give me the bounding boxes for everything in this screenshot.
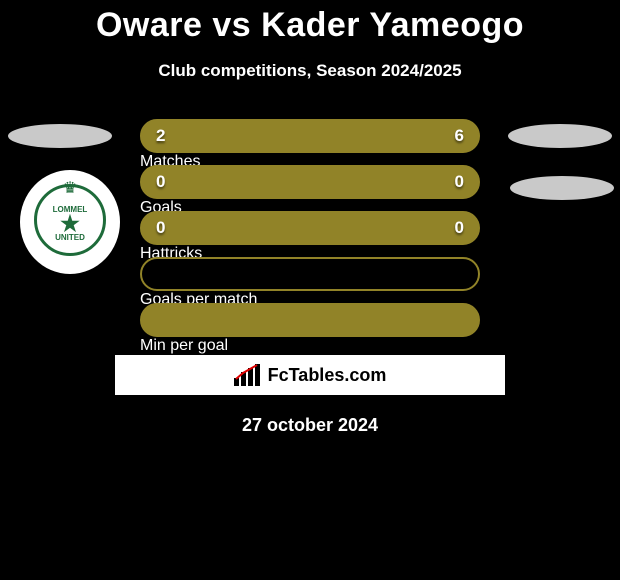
stat-pill: 00: [140, 211, 480, 245]
club-text-bottom: UNITED: [20, 234, 120, 242]
fctables-banner[interactable]: FcTables.com: [115, 355, 505, 395]
decor-ellipse-right-2: [510, 176, 614, 200]
stat-pill: 26: [140, 119, 480, 153]
bars-icon: [234, 364, 262, 386]
club-badge-text: LOMMEL ★ UNITED: [20, 206, 120, 242]
stat-pill: [140, 257, 480, 291]
stat-left-value: 0: [156, 218, 165, 238]
stat-left-value: 2: [156, 126, 165, 146]
stat-row: 26Matches: [140, 119, 480, 153]
decor-ellipse-right: [508, 124, 612, 148]
stat-pill: 00: [140, 165, 480, 199]
stat-right-value: 0: [455, 172, 464, 192]
stat-left-value: 0: [156, 172, 165, 192]
page-title: Oware vs Kader Yameogo: [0, 0, 620, 45]
stat-right-value: 0: [455, 218, 464, 238]
stat-right-value: 6: [455, 126, 464, 146]
stat-pill: [140, 303, 480, 337]
stat-row: Goals per match: [140, 257, 480, 291]
decor-ellipse-left: [8, 124, 112, 148]
stat-row: Min per goal: [140, 303, 480, 337]
stat-row: 00Goals: [140, 165, 480, 199]
stat-row: 00Hattricks: [140, 211, 480, 245]
stat-label: Min per goal: [140, 337, 228, 354]
subtitle: Club competitions, Season 2024/2025: [0, 61, 620, 81]
banner-text: FcTables.com: [268, 365, 387, 386]
date-label: 27 october 2024: [0, 415, 620, 436]
club-badge: ♛ LOMMEL ★ UNITED: [20, 170, 120, 274]
